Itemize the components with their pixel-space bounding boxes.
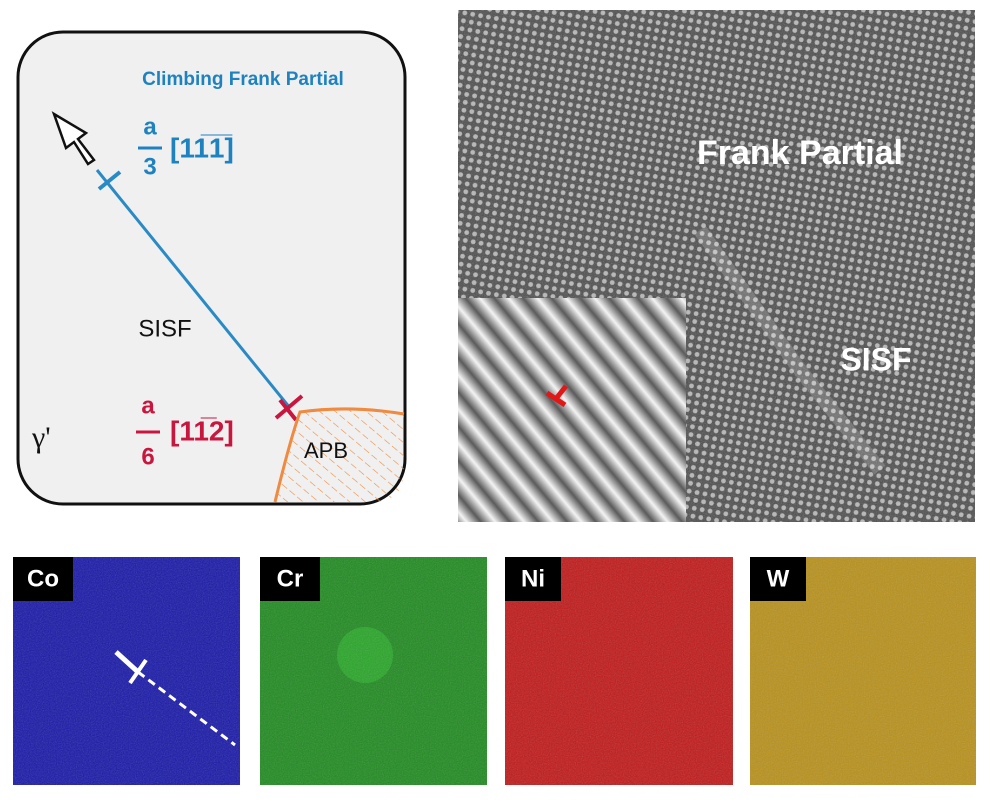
frank-denominator: 3	[143, 153, 156, 180]
schematic: Climbing Frank Partial a 3 [11̅1̅] SISF …	[16, 30, 407, 506]
frank-vector: [11̅1̅]	[170, 132, 234, 163]
inset-dislocation	[545, 384, 568, 408]
dislocation-symbol	[128, 658, 148, 685]
element-label: Cr	[277, 565, 304, 592]
shockley-vector: [11̅2]	[170, 415, 234, 446]
element-label: W	[767, 565, 790, 592]
dislocation-line	[95, 169, 292, 409]
micrograph-label: SISF	[840, 341, 911, 377]
fft-inset	[458, 298, 686, 522]
schematic-title: Climbing Frank Partial	[142, 69, 344, 90]
fault-contrast	[694, 225, 886, 475]
label-box	[750, 557, 806, 601]
element-label: Ni	[521, 565, 545, 592]
frank-numerator: a	[143, 113, 157, 140]
fault-trace	[114, 650, 140, 674]
label-box	[13, 557, 73, 601]
eds-maps: Co Cr Ni W	[13, 557, 976, 785]
label-box	[505, 557, 561, 601]
phase-label: γ'	[31, 421, 51, 454]
fault-trace	[137, 670, 236, 747]
frank-symbol	[97, 170, 122, 191]
label-box	[260, 557, 320, 601]
apb-boundary	[273, 407, 405, 503]
element-label: Co	[27, 565, 59, 592]
apb-label: APB	[304, 438, 348, 463]
micrograph: Frank Partial SISF	[458, 10, 975, 522]
schematic-frame	[16, 30, 407, 506]
micrograph-label: Frank Partial	[697, 134, 903, 172]
shockley-numerator: a	[141, 392, 155, 419]
fault-label: SISF	[138, 315, 191, 342]
shockley-denominator: 6	[141, 443, 154, 470]
shockley-symbol	[274, 394, 304, 422]
climb-arrow	[51, 111, 96, 166]
